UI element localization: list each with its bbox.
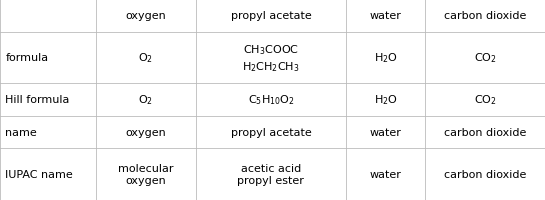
Text: carbon dioxide: carbon dioxide	[444, 127, 526, 137]
Text: CH$_3$COOC
H$_2$CH$_2$CH$_3$: CH$_3$COOC H$_2$CH$_2$CH$_3$	[242, 43, 300, 73]
Text: water: water	[370, 127, 402, 137]
Text: acetic acid
propyl ester: acetic acid propyl ester	[238, 163, 304, 185]
Text: water: water	[370, 11, 402, 21]
Text: O$_2$: O$_2$	[138, 51, 153, 65]
Text: H$_2$O: H$_2$O	[374, 51, 397, 65]
Text: H$_2$O: H$_2$O	[374, 93, 397, 107]
Text: propyl acetate: propyl acetate	[231, 127, 311, 137]
Text: Hill formula: Hill formula	[5, 95, 70, 105]
Text: CO$_2$: CO$_2$	[474, 51, 496, 65]
Text: formula: formula	[5, 53, 49, 63]
Text: O$_2$: O$_2$	[138, 93, 153, 107]
Text: oxygen: oxygen	[125, 127, 166, 137]
Text: oxygen: oxygen	[125, 11, 166, 21]
Text: CO$_2$: CO$_2$	[474, 93, 496, 107]
Text: C$_5$H$_{10}$O$_2$: C$_5$H$_{10}$O$_2$	[247, 93, 294, 107]
Text: carbon dioxide: carbon dioxide	[444, 169, 526, 179]
Text: IUPAC name: IUPAC name	[5, 169, 73, 179]
Text: name: name	[5, 127, 37, 137]
Text: carbon dioxide: carbon dioxide	[444, 11, 526, 21]
Text: molecular
oxygen: molecular oxygen	[118, 163, 174, 185]
Text: water: water	[370, 169, 402, 179]
Text: propyl acetate: propyl acetate	[231, 11, 311, 21]
